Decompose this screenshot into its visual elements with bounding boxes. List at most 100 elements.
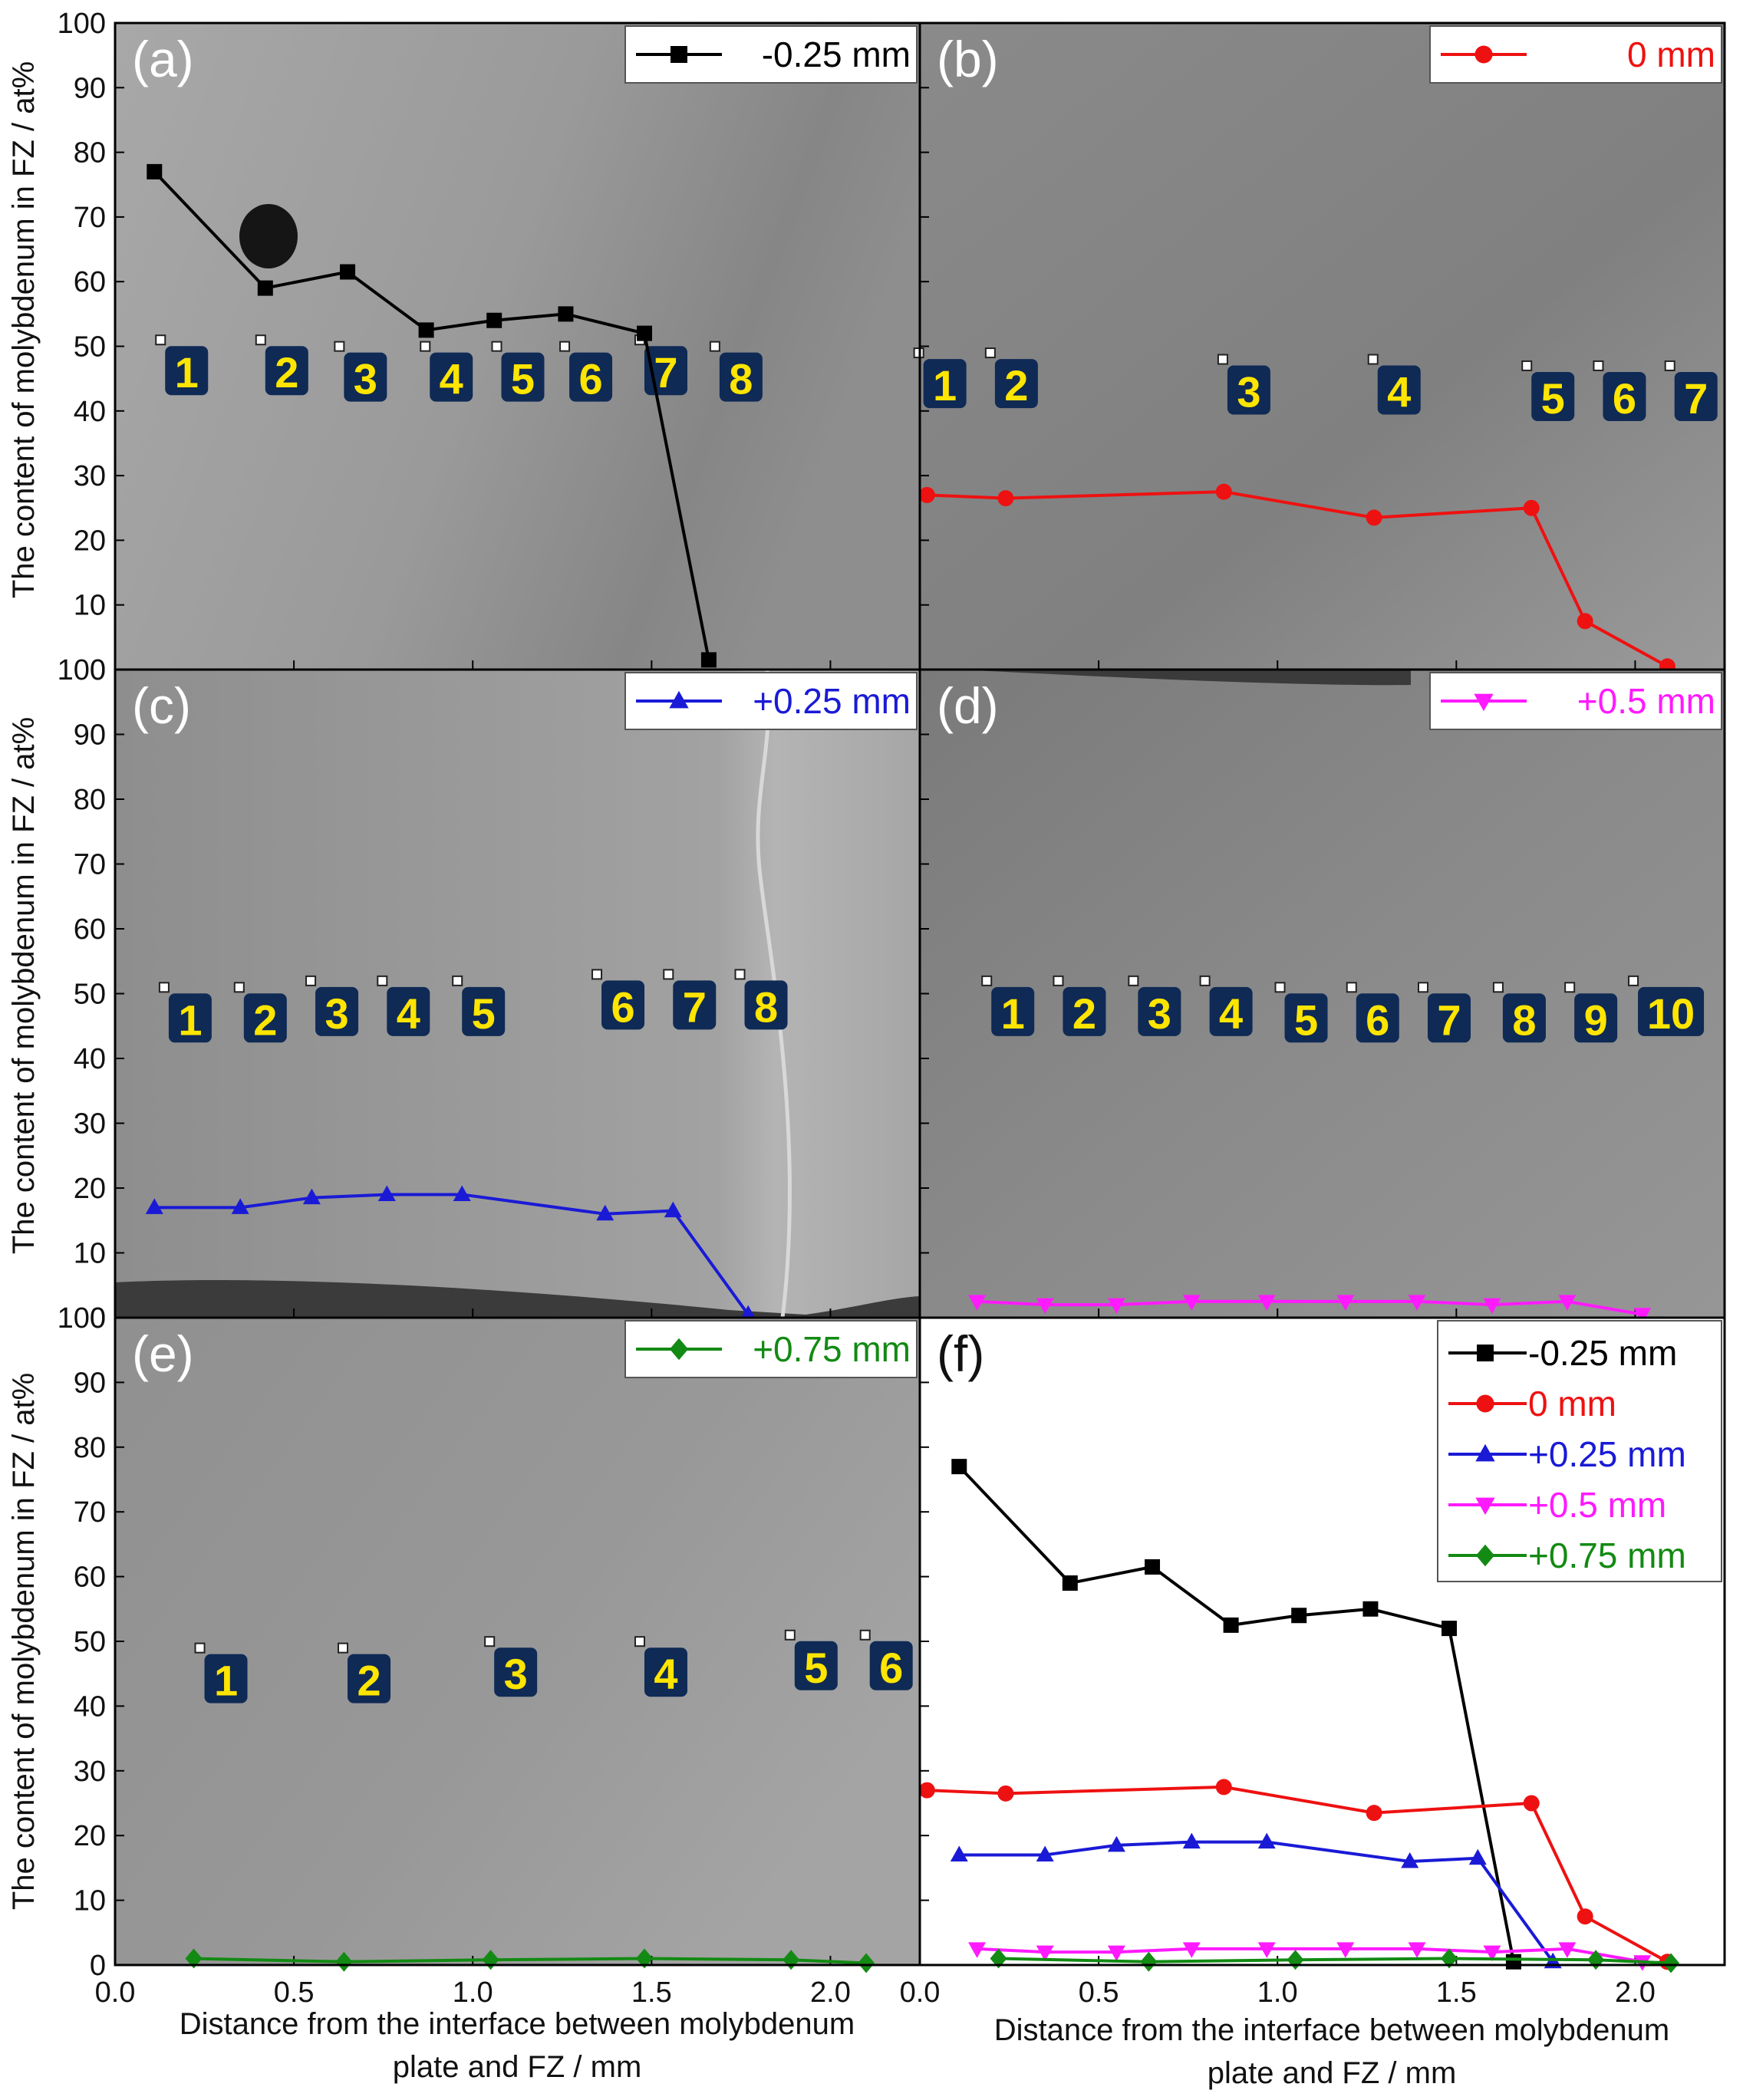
y-axis-label-bottom: The content of molybdenum in FZ / at%	[7, 1373, 41, 1910]
data-point	[1215, 1779, 1232, 1796]
measurement-point-label: 4	[634, 1636, 687, 1698]
data-point	[637, 325, 653, 341]
point-marker	[1664, 360, 1675, 371]
y-tick-label: 80	[74, 137, 106, 170]
point-label-box	[501, 352, 545, 402]
point-label-box	[243, 993, 287, 1043]
data-point	[145, 1198, 163, 1214]
measurement-point-label: 2	[984, 347, 1038, 410]
point-number: 4	[440, 355, 463, 403]
y-tick-label: 100	[58, 8, 106, 40]
x-tick-label: 0.0	[95, 1977, 136, 2009]
measurement-point-label: 7	[1418, 982, 1471, 1044]
panel-label: (a)	[132, 31, 194, 87]
legend-label: 0 mm	[1627, 35, 1715, 74]
series-line	[998, 1957, 1672, 1965]
data-point	[1483, 1945, 1501, 1962]
data-point	[918, 486, 935, 503]
point-number: 5	[1541, 374, 1565, 423]
y-tick-label: 0	[90, 1950, 106, 1982]
point-marker	[1053, 975, 1064, 986]
legend: -0.25 mm 0 mm +0.25 mm +0.5 mm +0.75 mm	[1437, 1320, 1722, 1582]
point-number: 4	[397, 989, 420, 1038]
measurement-point-label: 2	[233, 982, 287, 1044]
point-number: 2	[357, 1657, 381, 1705]
point-label-box	[1284, 993, 1328, 1043]
measurement-point-label: 10	[1628, 975, 1705, 1038]
measurement-point-label: 5	[491, 341, 545, 403]
data-point	[1223, 1617, 1239, 1633]
data-point	[1523, 1795, 1540, 1812]
legend-item: +0.25 mm	[1448, 1434, 1686, 1474]
measurement-point-label: 1	[155, 334, 209, 397]
micrograph-background	[115, 23, 920, 670]
point-label-box	[1574, 993, 1618, 1043]
series-line	[977, 1299, 1643, 1316]
point-label-box	[348, 1654, 391, 1703]
point-marker	[1367, 354, 1379, 365]
data-point	[231, 1198, 249, 1214]
y-tick-label: 50	[74, 979, 106, 1011]
point-number: 8	[1512, 996, 1536, 1044]
measurement-point-label: 5	[452, 975, 506, 1038]
point-number: 5	[472, 989, 496, 1038]
x-tick-label: 1.5	[631, 1977, 672, 2009]
y-tick-label: 10	[74, 1238, 106, 1270]
y-axis-label: The content of molybdenum in FZ / at%	[7, 1373, 41, 1910]
measurement-point-label: 1	[158, 982, 212, 1044]
point-marker	[591, 969, 603, 980]
measurement-point-label: 3	[334, 341, 387, 403]
data-point	[700, 652, 717, 668]
plate-edge	[115, 1280, 920, 1318]
point-label-box	[923, 359, 967, 409]
y-tick-label: 70	[74, 1496, 106, 1529]
point-marker	[559, 341, 571, 352]
point-marker	[1274, 982, 1286, 993]
y-tick-label: 60	[74, 1562, 106, 1594]
data-point	[596, 1204, 614, 1221]
point-number: 2	[275, 348, 298, 397]
point-label-box	[1356, 993, 1399, 1043]
point-number: 7	[1684, 374, 1708, 423]
point-label-box	[644, 1647, 687, 1697]
point-number: 1	[214, 1657, 238, 1705]
y-tick-label: 50	[74, 331, 106, 364]
series-line	[153, 170, 710, 660]
x-tick-label: 2.0	[810, 1977, 851, 2009]
point-marker	[305, 975, 317, 986]
legend-marker	[1475, 1443, 1495, 1462]
data-point	[1107, 1298, 1125, 1315]
data-point	[335, 1951, 353, 1972]
pore	[239, 204, 298, 268]
y-tick-label: 10	[74, 590, 106, 622]
y-tick-label: 30	[74, 1756, 106, 1788]
point-number: 6	[611, 983, 634, 1031]
data-point	[486, 312, 502, 328]
measurement-point-label: 6	[591, 969, 645, 1031]
legend-label: +0.25 mm	[753, 681, 911, 721]
data-point	[968, 1942, 987, 1958]
legend-marker	[669, 690, 689, 709]
legend-label: +0.75 mm	[753, 1329, 911, 1369]
point-marker	[1492, 982, 1504, 993]
y-tick-label: 70	[74, 202, 106, 234]
point-marker	[158, 982, 170, 993]
point-label-box	[204, 1654, 248, 1703]
data-point	[1336, 1942, 1355, 1958]
y-tick-label: 0	[90, 654, 106, 686]
legend-label: +0.25 mm	[1528, 1434, 1686, 1474]
point-marker	[334, 341, 345, 352]
point-number: 1	[933, 361, 957, 410]
point-marker	[255, 334, 266, 346]
point-label-box	[494, 1647, 538, 1697]
point-marker	[1346, 982, 1357, 993]
y-tick-label: 60	[74, 913, 106, 946]
data-point	[1291, 1608, 1307, 1624]
legend-item: +0.75 mm	[1448, 1536, 1686, 1575]
y-tick-label: 100	[58, 1302, 106, 1335]
point-number: 3	[325, 989, 348, 1038]
point-number: 6	[1366, 996, 1389, 1044]
x-tick-label: 0.0	[900, 1977, 941, 2009]
point-number: 6	[1613, 374, 1636, 423]
